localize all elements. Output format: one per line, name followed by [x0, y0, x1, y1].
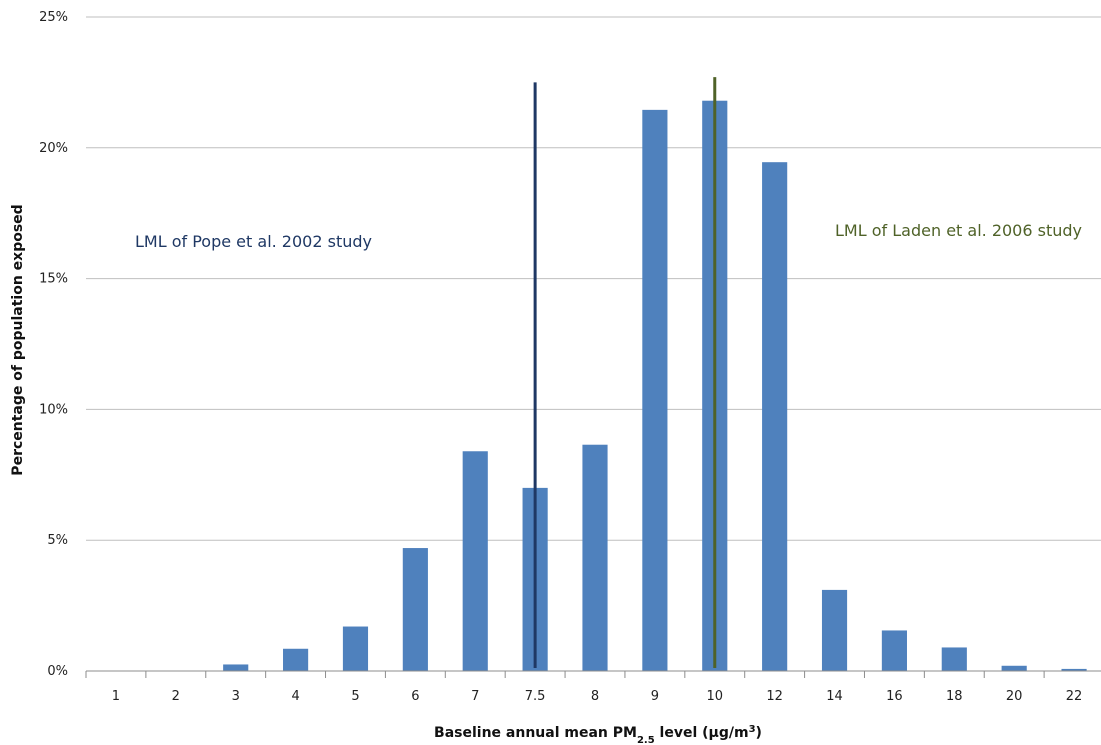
y-tick-label: 20%	[39, 141, 68, 156]
y-tick-label: 0%	[47, 664, 68, 679]
reference-line-label: LML of Laden et al. 2006 study	[835, 221, 1082, 240]
gridlines	[86, 16, 1101, 541]
bar-9	[642, 109, 668, 672]
x-tick-label: 22	[1066, 689, 1083, 704]
bar-14	[821, 589, 848, 671]
x-tick-label: 16	[886, 689, 903, 704]
y-tick-label: 15%	[39, 272, 68, 287]
x-tick-label: 7.5	[525, 689, 546, 704]
bar-4	[283, 648, 309, 671]
bar-16	[881, 630, 907, 671]
bars	[223, 100, 1087, 672]
x-tick-label: 7	[471, 689, 479, 704]
x-tick-label: 10	[706, 689, 723, 704]
bar-22	[1061, 668, 1087, 671]
bar-18	[941, 647, 967, 671]
x-tick-label: 12	[766, 689, 783, 704]
bar-8	[582, 444, 608, 671]
x-tick-label: 4	[291, 689, 299, 704]
reference-line-label: LML of Pope et al. 2002 study	[135, 232, 372, 251]
bar-7	[462, 451, 488, 671]
bar-5	[342, 626, 369, 671]
y-tick-label: 5%	[47, 533, 68, 548]
y-tick-labels: 0% 5% 10% 15% 20% 25%	[39, 10, 68, 679]
y-tick-label: 25%	[39, 10, 68, 25]
x-tick-label: 14	[826, 689, 843, 704]
x-tick-label: 9	[651, 689, 659, 704]
x-tick-label: 2	[172, 689, 180, 704]
reference-lines: LML of Pope et al. 2002 study LML of Lade…	[135, 77, 1082, 668]
y-axis-title: Percentage of population exposed	[10, 204, 26, 475]
bar-12	[762, 162, 788, 672]
x-tick-label: 18	[946, 689, 963, 704]
x-tick-label: 1	[112, 689, 120, 704]
bar-6	[402, 548, 428, 671]
bar-20	[1001, 665, 1027, 671]
x-axis-title: Baseline annual mean PM2.5 level (µg/m3)	[434, 724, 762, 745]
x-tick-label: 6	[411, 689, 419, 704]
x-axis: 1 2 3 4 5 6 7 7.5 8 9 10 12 14 16 18 20 22	[85, 670, 1101, 704]
y-tick-label: 10%	[39, 402, 68, 417]
x-tick-label: 8	[591, 689, 599, 704]
x-tick-label: 3	[232, 689, 240, 704]
x-tick-label: 5	[351, 689, 359, 704]
x-tick-label: 20	[1006, 689, 1023, 704]
bar-3	[223, 664, 249, 671]
